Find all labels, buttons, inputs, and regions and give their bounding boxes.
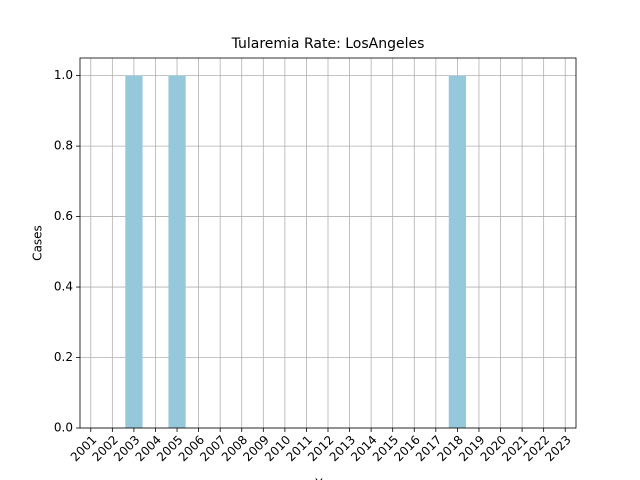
bar [168,75,186,428]
bar [125,75,143,428]
y-axis-label: Cases [31,225,45,261]
y-tick-label: 0.2 [54,350,73,364]
y-tick-label: 0.8 [54,139,73,153]
y-tick-label: 0.4 [54,280,73,294]
y-tick-label: 0.0 [54,421,73,435]
chart-title: Tularemia Rate: LosAngeles [231,36,425,52]
y-tick-label: 0.6 [54,209,73,223]
plot-frame [79,57,577,429]
y-tick-label: 1.0 [54,68,73,82]
bar [448,75,467,428]
x-axis-label: Year [314,477,340,480]
